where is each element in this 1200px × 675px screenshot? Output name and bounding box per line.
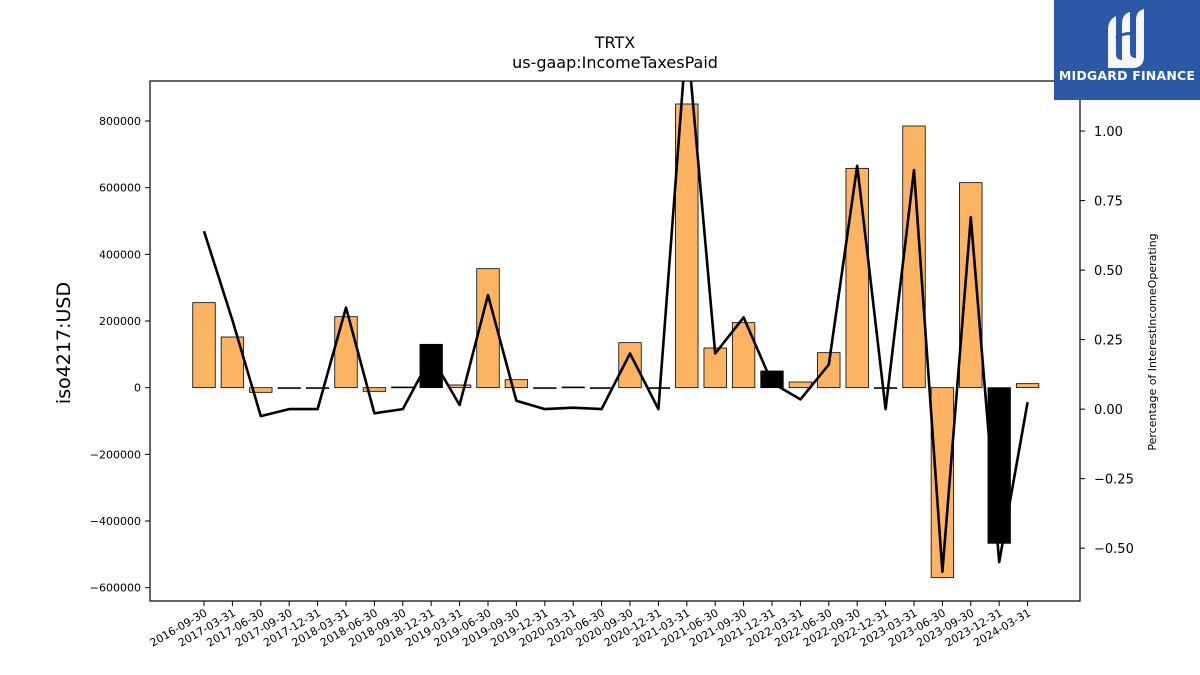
y2-tick-label: 0.75 [1094,195,1123,210]
bar [504,379,529,389]
bar [533,387,557,389]
bar-series [192,103,1040,579]
bar [362,387,387,392]
bar [731,322,756,389]
bar [873,387,898,389]
y-tick-label: 200000 [99,315,141,328]
bar [334,316,358,389]
y2-tick-label: −0.50 [1094,542,1134,557]
y-tick-label: 800000 [99,115,141,128]
chart-title: TRTX [594,33,636,52]
bar [788,381,813,389]
bar [959,182,983,389]
y-tick-label: 400000 [99,248,141,261]
y2-axis-label: Percentage of InterestIncomeOperating [1146,233,1159,450]
bar [476,268,500,389]
bar [675,103,699,389]
bar [249,387,273,393]
y-tick-label: −200000 [90,448,141,461]
y-tick-label: 0 [134,382,141,395]
y-tick-label: −600000 [90,582,141,595]
y-tick-label: −400000 [90,515,141,528]
y2-tick-label: 1.00 [1094,125,1123,140]
bar [419,343,443,389]
y2-tick-label: 0.25 [1094,334,1123,349]
bar [646,387,671,389]
bar [447,384,472,389]
bar [305,387,330,389]
logo-text: MIDGARD FINANCE [1058,68,1196,83]
logo-icon [1108,9,1144,68]
y2-tick-label: 0.50 [1094,264,1123,279]
y2-tick-label: 0.00 [1094,403,1123,418]
line-series [202,81,1029,574]
bar [561,386,585,389]
chart-subtitle: us-gaap:IncomeTaxesPaid [512,53,718,72]
bar [618,342,642,389]
bar [930,387,955,579]
bar [277,387,301,389]
bar [192,302,216,389]
bar [589,387,614,389]
series-line [202,81,1029,574]
y-axis-label: iso4217:USD [53,282,75,404]
bar [760,370,784,389]
bar [845,167,869,389]
plot-frame [149,80,1081,602]
y2-tick-label: −0.25 [1094,473,1134,488]
y-tick-label: 600000 [99,182,141,195]
logo: MIDGARD FINANCE [1054,0,1200,100]
bar [1015,383,1040,389]
bar [391,386,415,389]
bar [817,352,841,389]
bar [902,125,926,389]
